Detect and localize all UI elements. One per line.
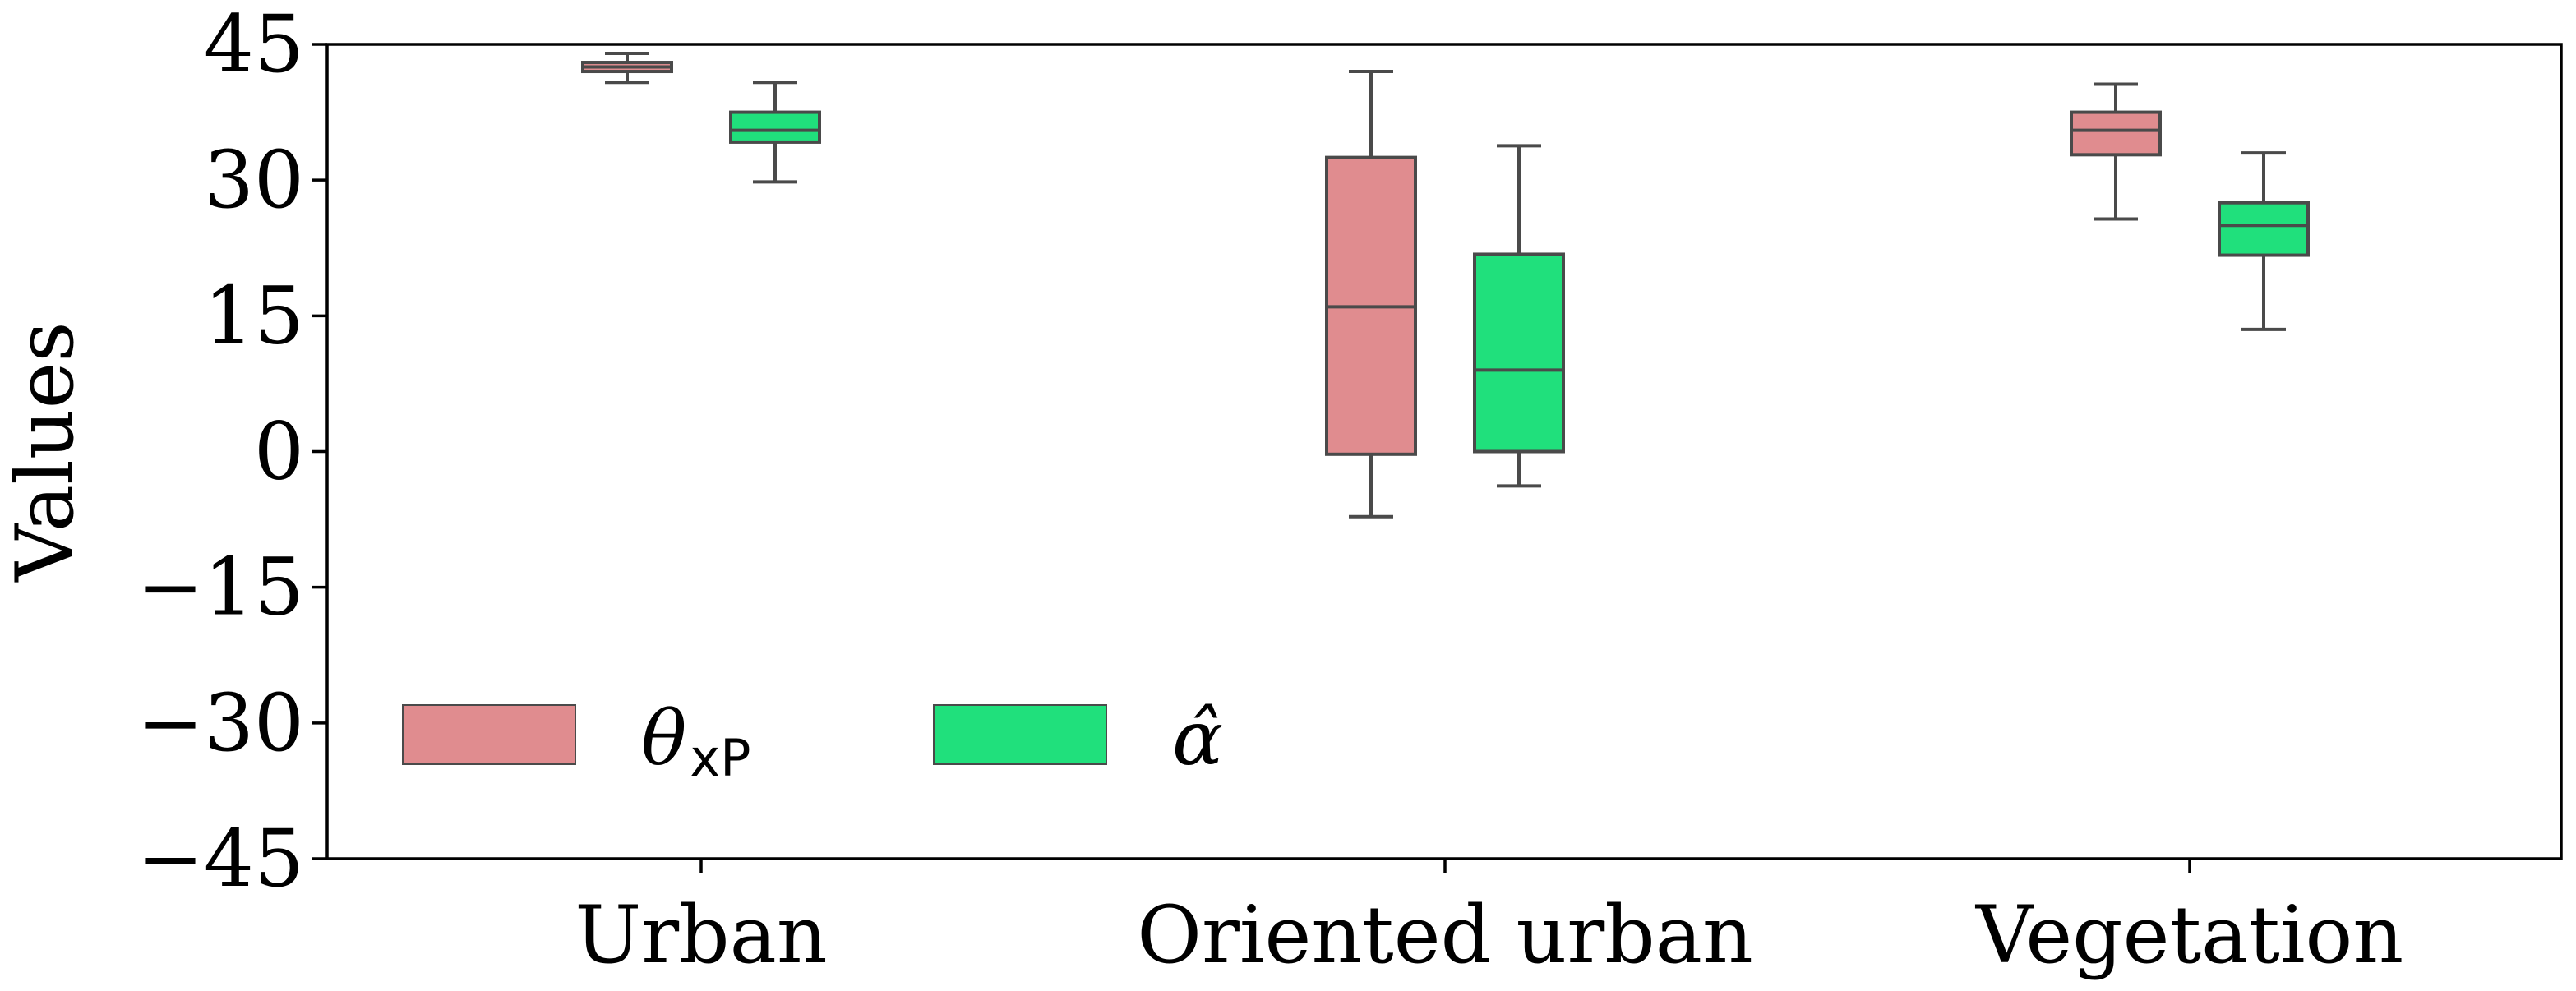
iqr-box [729,110,821,144]
box-series-0-urban [581,52,673,85]
box-series-1-vegetation [2218,151,2310,331]
legend-swatch [933,704,1107,765]
y-tick-label: 0 [254,406,304,498]
legend-label-symbol: α̂ [1172,694,1223,782]
iqr-box [2218,201,2310,257]
legend-label: θxP [641,694,750,788]
x-tick-label: Vegetation [1975,889,2403,981]
y-axis-title: Values [0,321,91,582]
legend: θxP α̂ [402,694,1223,788]
box-series-1-urban [729,81,821,184]
x-tick-label: Oriented urban [1137,889,1753,981]
iqr-box [1473,252,1565,454]
box-series-0-vegetation [2070,82,2162,221]
y-tick-label: −30 [137,677,304,769]
legend-swatch [402,704,576,765]
legend-label-symbol: θ [641,694,686,782]
legend-label: α̂ [1172,694,1223,782]
y-tick-label: −45 [137,813,304,905]
legend-label-subscript: xP [690,728,750,788]
y-tick-label: 30 [204,134,304,226]
y-tick-label: −15 [137,542,304,634]
x-tick-label: Urban [575,889,827,981]
box-series-0-oriented-urban [1325,70,1417,519]
iqr-box [2070,110,2162,157]
y-tick-label: 45 [204,0,304,90]
box-series-1-oriented-urban [1473,144,1565,488]
y-tick-label: 15 [204,270,304,362]
